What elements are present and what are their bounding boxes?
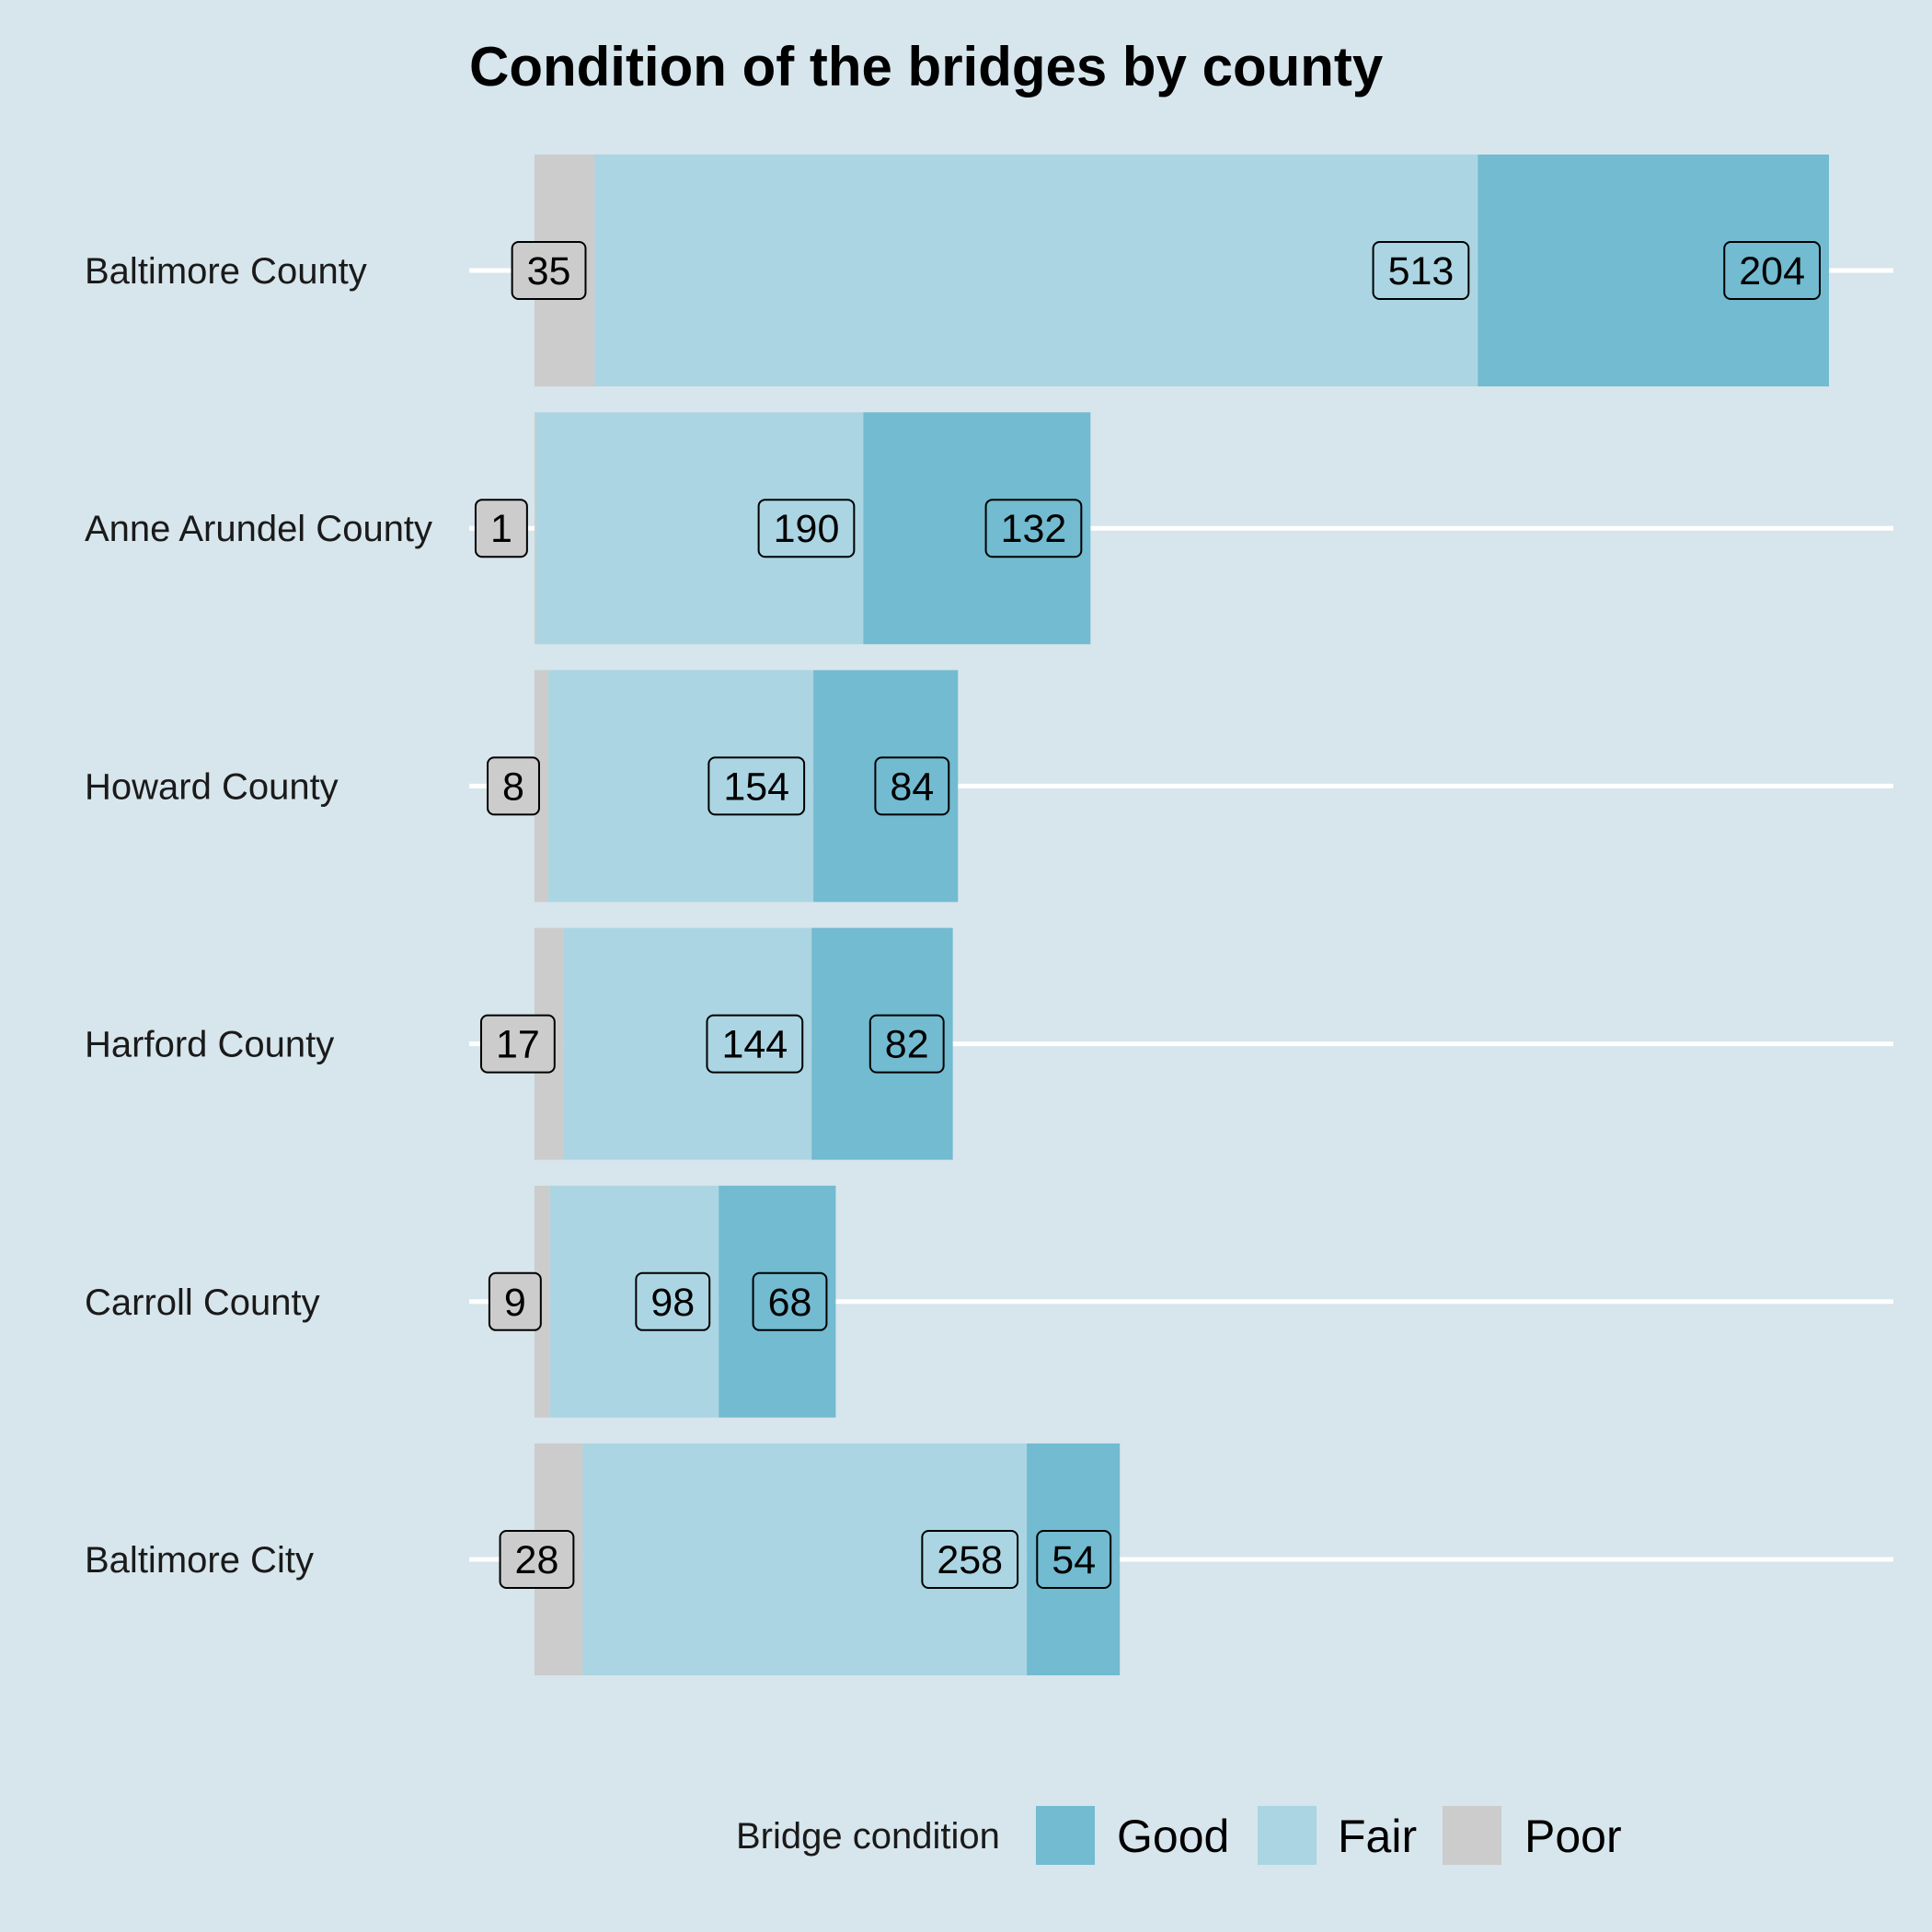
legend-key-fair xyxy=(1258,1806,1317,1865)
svg-text:154: 154 xyxy=(723,765,789,809)
data-label-good-baltimore-county: 204 xyxy=(1723,241,1821,300)
svg-text:82: 82 xyxy=(885,1023,929,1067)
svg-text:17: 17 xyxy=(496,1023,540,1067)
data-label-fair-anne-arundel-county: 190 xyxy=(757,499,856,558)
legend-label-good: Good xyxy=(1117,1811,1229,1862)
svg-text:513: 513 xyxy=(1388,249,1455,293)
data-label-good-anne-arundel-county: 132 xyxy=(984,499,1083,558)
legend-label-fair: Fair xyxy=(1338,1811,1417,1862)
category-label-harford-county: Harford County xyxy=(85,1025,334,1065)
svg-text:84: 84 xyxy=(890,765,934,809)
category-labels: Baltimore County Anne Arundel County Howar… xyxy=(85,251,432,1581)
data-label-fair-baltimore-city: 258 xyxy=(921,1530,1019,1589)
svg-text:258: 258 xyxy=(937,1538,1003,1582)
svg-text:68: 68 xyxy=(768,1281,812,1325)
data-label-poor-anne-arundel-county: 1 xyxy=(474,499,528,558)
svg-text:204: 204 xyxy=(1739,249,1805,293)
data-label-good-carroll-county: 68 xyxy=(752,1271,828,1331)
svg-text:98: 98 xyxy=(650,1281,695,1325)
data-label-poor-baltimore-county: 35 xyxy=(511,241,587,300)
svg-text:144: 144 xyxy=(721,1023,788,1067)
legend-label-poor: Poor xyxy=(1524,1811,1622,1862)
data-label-good-baltimore-city: 54 xyxy=(1036,1530,1112,1589)
data-label-fair-harford-county: 144 xyxy=(706,1014,804,1074)
svg-text:132: 132 xyxy=(1001,507,1067,551)
data-label-poor-howard-county: 8 xyxy=(487,756,540,816)
data-label-good-howard-county: 84 xyxy=(874,756,950,816)
category-label-howard-county: Howard County xyxy=(85,766,339,807)
svg-text:35: 35 xyxy=(527,249,571,293)
svg-text:190: 190 xyxy=(774,507,840,551)
svg-text:54: 54 xyxy=(1052,1538,1096,1582)
legend: Bridge condition Good Fair Poor xyxy=(736,1806,1622,1865)
data-label-fair-carroll-county: 98 xyxy=(635,1271,711,1331)
svg-text:28: 28 xyxy=(515,1538,559,1582)
chart-title: Condition of the bridges by county xyxy=(469,36,1384,98)
data-label-fair-baltimore-county: 513 xyxy=(1372,241,1470,300)
data-label-fair-howard-county: 154 xyxy=(707,756,806,816)
bar-poor-carroll-county xyxy=(535,1185,550,1418)
svg-text:8: 8 xyxy=(502,765,524,809)
svg-text:9: 9 xyxy=(504,1281,526,1325)
data-label-good-harford-county: 82 xyxy=(868,1014,945,1074)
data-label-poor-baltimore-city: 28 xyxy=(499,1530,575,1589)
data-label-poor-carroll-county: 9 xyxy=(488,1271,542,1331)
category-label-baltimore-county: Baltimore County xyxy=(85,251,367,292)
category-label-carroll-county: Carroll County xyxy=(85,1282,320,1323)
legend-title: Bridge condition xyxy=(736,1816,1000,1857)
data-label-poor-harford-county: 17 xyxy=(479,1014,556,1074)
data-labels: 35 513 204 1 190 132 8 154 84 17 144 82 9 98 68 28 258 54 xyxy=(474,241,1821,1589)
bar-poor-howard-county xyxy=(535,670,548,903)
category-label-anne-arundel-county: Anne Arundel County xyxy=(85,509,432,549)
svg-text:1: 1 xyxy=(490,507,512,551)
legend-key-poor xyxy=(1443,1806,1501,1865)
legend-key-good xyxy=(1036,1806,1095,1865)
category-label-baltimore-city: Baltimore City xyxy=(85,1540,314,1581)
bar-fair-baltimore-county xyxy=(594,155,1478,386)
bar-poor-anne-arundel-county xyxy=(535,412,536,645)
